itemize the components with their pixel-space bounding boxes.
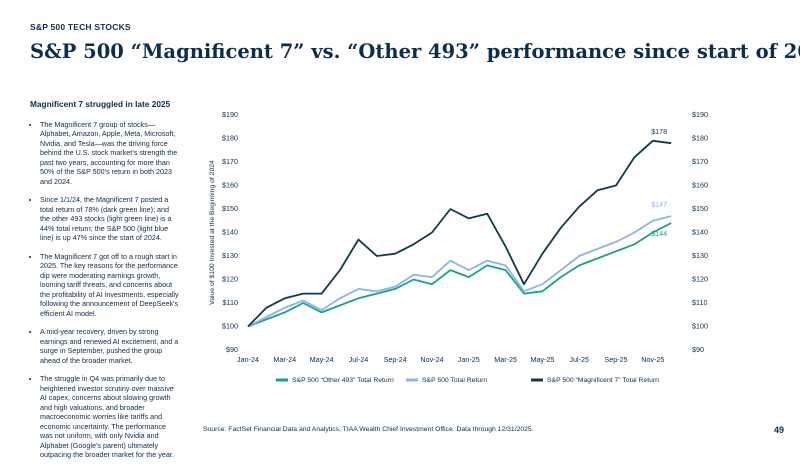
y-tick-label: $140 <box>222 227 238 236</box>
y2-tick-label: $150 <box>692 204 708 213</box>
y-tick-label: $120 <box>222 274 238 283</box>
source-note: Source: FactSet Financial Data and Analy… <box>203 426 534 433</box>
y-axis-label: Value of $100 Invested at the Beginning … <box>209 160 216 305</box>
y-tick-label: $100 <box>222 321 238 330</box>
y2-tick-label: $170 <box>692 157 708 166</box>
series-line <box>247 222 672 328</box>
y2-tick-label: $140 <box>692 227 708 236</box>
y-tick-label: $110 <box>223 298 238 307</box>
bullet: The Magnificent 7 got off to a rough sta… <box>40 252 180 319</box>
series-line <box>247 139 672 328</box>
y2-tick-label: $120 <box>692 274 708 283</box>
x-tick-label: Mar-24 <box>273 355 296 364</box>
y-tick-label: $130 <box>222 251 238 260</box>
series-line <box>247 215 672 328</box>
value-label: $147 <box>651 200 667 209</box>
value-label: $178 <box>651 127 667 136</box>
x-tick-label: Jan-25 <box>458 355 480 364</box>
bullet: The Magnificent 7 group of stocks—Alphab… <box>40 120 180 187</box>
chart: $90 $90 $100 $100 $110 $110 $120 $120 $130 $130 $1… <box>209 110 708 384</box>
x-tick-label: Sep-24 <box>384 355 407 364</box>
bullet: Since 1/1/24, the Magnificent 7 posted a… <box>40 195 180 243</box>
legend-label: S&P 500 “Magnificent 7” Total Return <box>547 377 659 384</box>
legend-label: S&P 500 “Other 493” Total Return <box>292 377 394 384</box>
kicker: S&P 500 TECH STOCKS <box>30 22 131 32</box>
y2-tick-label: $190 <box>692 110 708 119</box>
y-tick-label: $190 <box>222 110 238 119</box>
y2-tick-label: $180 <box>692 133 708 142</box>
x-tick-label: Nov-24 <box>420 355 443 364</box>
slide: {"header": {"kicker": "S&P 500 TECH STOC… <box>0 0 800 450</box>
x-tick-label: Jul-25 <box>569 355 589 364</box>
legend-label: S&P 500 Total Return <box>422 377 487 384</box>
bullet: A mid-year recovery, driven by strong ea… <box>40 327 180 365</box>
y-tick-label: $90 <box>226 345 238 354</box>
y2-tick-label: $110 <box>692 298 707 307</box>
y2-tick-label: $130 <box>692 251 708 260</box>
y-tick-label: $150 <box>222 204 238 213</box>
page-number: 49 <box>773 425 784 435</box>
x-tick-label: Jul-24 <box>349 355 369 364</box>
y2-tick-label: $90 <box>692 345 704 354</box>
y2-tick-label: $100 <box>692 321 708 330</box>
slide-title: S&P 500 “Magnificent 7” vs. “Other 493” … <box>30 40 800 63</box>
sidebar-heading: Magnificent 7 struggled in late 2025 <box>30 99 171 109</box>
y-tick-label: $160 <box>222 180 238 189</box>
x-tick-label: Mar-25 <box>494 355 517 364</box>
y2-tick-label: $160 <box>692 180 708 189</box>
x-tick-label: Sep-25 <box>604 355 627 364</box>
value-label: $144 <box>651 229 667 238</box>
y-tick-label: $170 <box>222 157 238 166</box>
x-tick-label: May-25 <box>530 355 554 364</box>
y-tick-label: $180 <box>222 133 238 142</box>
x-tick-label: Jan-24 <box>237 355 259 364</box>
x-tick-label: May-24 <box>310 355 334 364</box>
x-tick-label: Nov-25 <box>641 355 664 364</box>
